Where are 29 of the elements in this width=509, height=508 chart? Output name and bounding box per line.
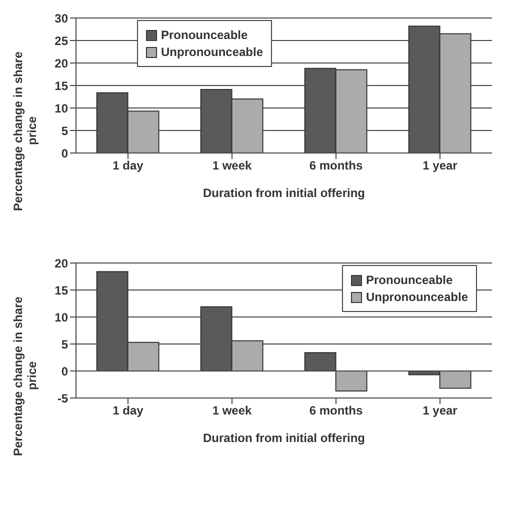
- x-tick-label: 1 day: [112, 404, 144, 418]
- x-tick-label: 1 year: [422, 158, 458, 173]
- legend-label: Pronounceable: [366, 273, 453, 287]
- x-tick-label: 1 week: [212, 158, 252, 173]
- x-axis-title: Duration from initial offering: [203, 186, 365, 200]
- y-tick-label: 20: [54, 256, 68, 270]
- y-tick-label: 15: [54, 78, 68, 93]
- y-tick-label: -5: [57, 391, 68, 406]
- y-axis-title: Percentage change in share price: [11, 50, 39, 210]
- x-tick-label: 6 months: [309, 404, 363, 418]
- y-tick-label: 0: [61, 146, 68, 160]
- y-tick-label: 25: [54, 34, 68, 48]
- y-tick-label: 5: [61, 124, 68, 138]
- y-tick-label: 0: [61, 364, 68, 378]
- legend-label: Unpronounceable: [366, 290, 468, 304]
- legend-label: Pronounceable: [161, 28, 248, 42]
- y-tick-label: 15: [54, 283, 68, 298]
- y-tick-label: 20: [54, 56, 68, 70]
- y-tick-label: 10: [54, 101, 68, 116]
- y-tick-label: 5: [61, 337, 68, 352]
- x-tick-label: 1 week: [212, 404, 252, 418]
- y-axis-title: Percentage change in share price: [11, 296, 39, 456]
- x-axis-title: Duration from initial offering: [203, 431, 365, 445]
- y-tick-label: 10: [54, 310, 68, 324]
- y-tick-label: 30: [54, 11, 68, 26]
- legend-label: Unpronounceable: [161, 45, 264, 59]
- x-tick-label: 6 months: [309, 158, 363, 173]
- x-tick-label: 1 year: [422, 404, 458, 418]
- x-tick-label: 1 day: [112, 158, 144, 173]
